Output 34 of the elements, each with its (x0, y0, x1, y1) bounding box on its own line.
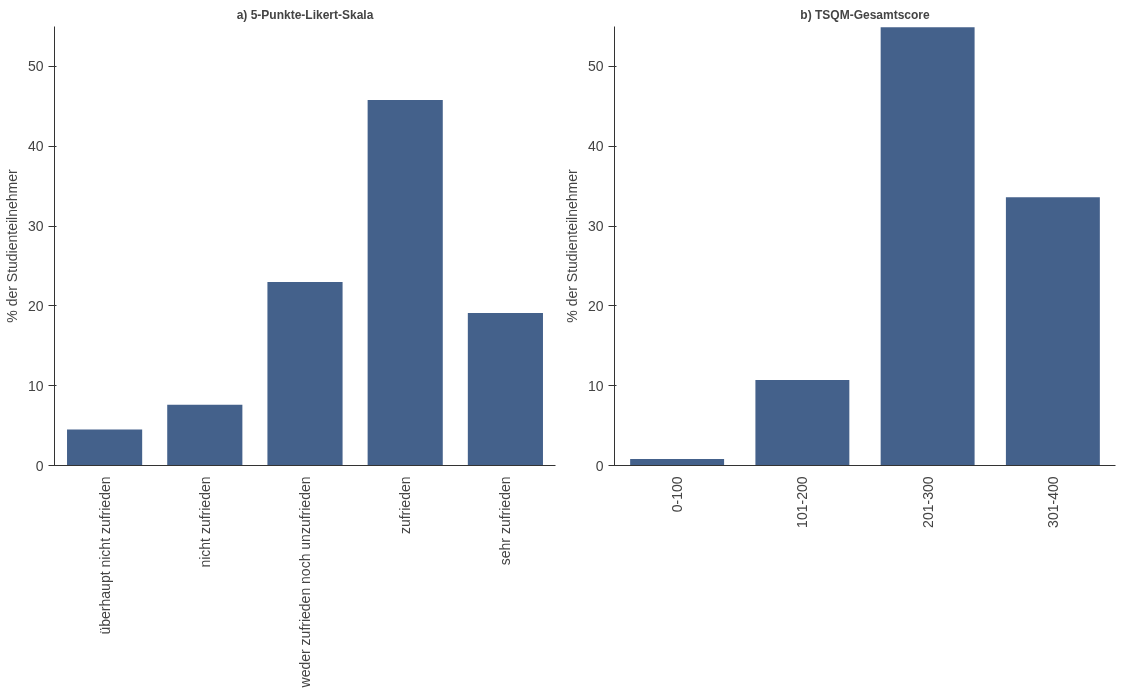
x-tick-label: zufrieden (397, 476, 414, 535)
y-tick-label: 20 (587, 297, 604, 314)
y-tick-label: 0 (35, 457, 44, 474)
x-tick-label: 0-100 (669, 476, 686, 513)
y-tick-label: 30 (587, 218, 604, 235)
y-tick-label: 10 (27, 377, 44, 394)
x-tick-label: 301-400 (1044, 476, 1061, 528)
x-tick-label: überhaupt nicht zufrieden (96, 476, 113, 635)
y-axis-title: % der Studienteilnehmer (563, 169, 580, 323)
x-tick-label: sehr zufrieden (497, 476, 514, 566)
bar (880, 27, 975, 466)
x-tick-label: 101-200 (794, 476, 811, 528)
bar (267, 281, 343, 466)
bar (1005, 197, 1100, 466)
y-tick-label: 50 (27, 58, 44, 75)
y-tick-label: 0 (595, 457, 604, 474)
bar (630, 459, 725, 466)
y-tick-label: 30 (27, 218, 44, 235)
y-axis-title: % der Studienteilnehmer (3, 169, 20, 323)
chart-title: a) 5-Punkte-Likert-Skala (236, 7, 374, 22)
x-tick-label: 201-300 (919, 476, 936, 528)
bar (467, 313, 543, 466)
chart-title: b) TSQM-Gesamtscore (800, 7, 931, 22)
bar (167, 404, 243, 466)
y-tick-label: 40 (587, 138, 604, 155)
y-tick-label: 10 (587, 377, 604, 394)
y-tick-label: 20 (27, 297, 44, 314)
bar (67, 429, 143, 466)
x-tick-label: weder zufrieden noch unzufrieden (297, 476, 313, 689)
y-tick-label: 50 (587, 58, 604, 75)
x-tick-label: nicht zufrieden (196, 476, 213, 568)
bar (367, 99, 443, 466)
y-tick-label: 40 (27, 138, 44, 155)
bar (755, 380, 850, 466)
